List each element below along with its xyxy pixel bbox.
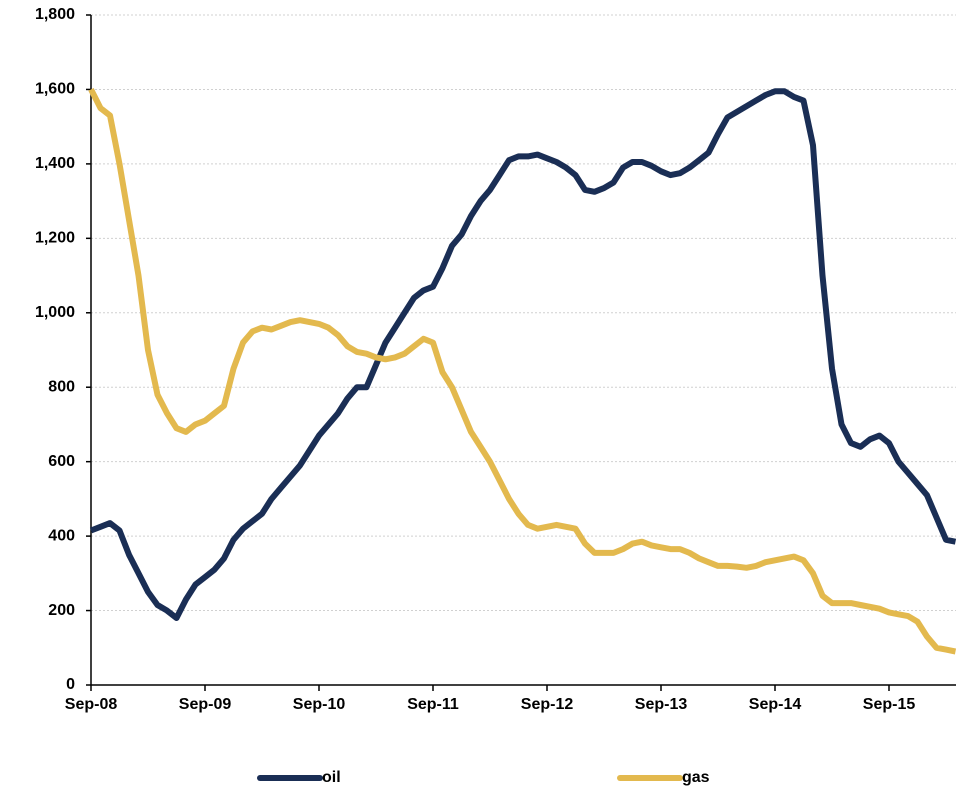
x-tick-label: Sep-13 (635, 696, 688, 713)
y-tick-label: 600 (48, 453, 75, 470)
x-tick-label: Sep-15 (863, 696, 916, 713)
y-tick-label: 800 (48, 378, 75, 395)
legend-label: gas (682, 769, 710, 786)
y-tick-label: 400 (48, 527, 75, 544)
y-tick-label: 1,000 (35, 304, 75, 321)
y-tick-label: 1,200 (35, 230, 75, 247)
y-tick-label: 200 (48, 602, 75, 619)
x-tick-label: Sep-09 (179, 696, 232, 713)
legend-label: oil (322, 769, 341, 786)
y-tick-label: 1,800 (35, 6, 75, 23)
x-tick-label: Sep-14 (749, 696, 802, 713)
line-gas (88, 88, 956, 655)
x-tick-label: Sep-08 (65, 696, 118, 713)
y-tick-label: 1,600 (35, 81, 75, 98)
x-tick-label: Sep-11 (407, 696, 459, 713)
y-tick-label: 1,400 (35, 155, 75, 172)
y-tick-label: 0 (66, 676, 75, 693)
x-tick-label: Sep-12 (521, 696, 574, 713)
line-oil (89, 88, 956, 621)
x-tick-label: Sep-10 (293, 696, 346, 713)
